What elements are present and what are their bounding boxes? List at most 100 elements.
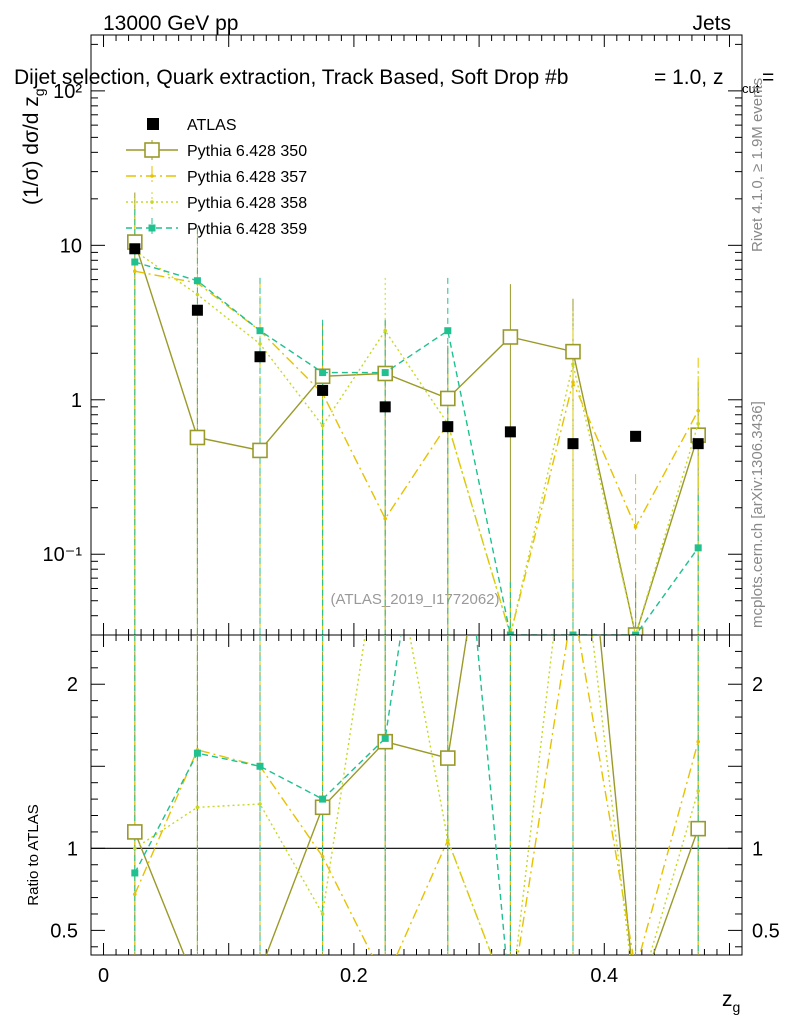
ratio-y-tick-label: 1 [67, 838, 78, 860]
ratio-point-p358 [509, 1002, 513, 1006]
ratio-line-p357 [134, 635, 699, 955]
data-point-p359 [632, 631, 640, 635]
data-point-atlas [254, 351, 266, 363]
data-point-p350 [565, 343, 581, 360]
ratio-point-p359 [131, 869, 139, 877]
data-point-p350 [189, 429, 206, 446]
ratio-point-p358 [445, 838, 450, 842]
data-point-p350 [252, 442, 268, 459]
ratio-line-p359 [134, 635, 507, 955]
legend-label-p359: Pythia 6.428 359 [187, 221, 307, 238]
series-line-p358 [134, 250, 699, 635]
data-point-atlas [567, 438, 579, 450]
ratio-point-p359 [569, 1001, 576, 1008]
data-point-p350 [439, 390, 456, 407]
data-point-atlas [317, 384, 329, 396]
x-tick-label: 0.4 [590, 965, 618, 987]
ratio-point-p350 [439, 750, 456, 766]
data-point-p357 [696, 408, 700, 413]
data-point-p359 [569, 631, 577, 635]
data-point-p357 [633, 525, 638, 529]
data-point-atlas [442, 421, 454, 433]
data-point-p359 [381, 369, 389, 377]
legend-label-p357: Pythia 6.428 357 [187, 169, 307, 186]
ratio-y-tick-label-right: 0.5 [752, 920, 780, 942]
energy-label: 13000 GeV pp [103, 12, 238, 35]
legend-label-p350: Pythia 6.428 350 [187, 143, 307, 160]
data-point-p358 [258, 342, 262, 346]
ratio-point-p357 [509, 1002, 513, 1006]
chart-title-main: Dijet selection, Quark extraction, Track… [14, 66, 568, 89]
ratio-point-p358 [634, 1002, 638, 1006]
ratio-point-p357 [634, 968, 638, 972]
mcplots-reference: mcplots.cern.ch [arXiv:1306.3436] [749, 401, 766, 628]
ratio-y-tick-label: 0.5 [50, 920, 78, 942]
legend-marker-p357 [150, 174, 154, 178]
data-point-p358 [383, 328, 388, 333]
series-line-p359 [134, 261, 699, 635]
data-point-atlas [504, 426, 516, 438]
data-point-p359 [256, 327, 264, 335]
data-point-atlas [692, 438, 704, 450]
category-label: Jets [692, 12, 731, 35]
data-point-atlas [630, 430, 642, 442]
ratio-point-p359 [319, 795, 327, 803]
ratio-point-p350 [629, 997, 643, 1011]
ratio-point-p350 [253, 964, 267, 978]
ratio-point-p359 [256, 762, 264, 770]
rivet-version: Rivet 4.1.0, ≥ 1.9M events [749, 78, 766, 252]
data-point-p359 [193, 277, 201, 285]
ratio-point-p359 [695, 974, 702, 981]
chart-title-tail: = 1.0, z [654, 66, 723, 89]
main-y-tick-label: 1 [71, 390, 82, 412]
ratio-point-p358 [696, 789, 700, 793]
data-point-atlas [129, 243, 141, 255]
ratio-y-axis-title: Ratio to ATLAS [25, 804, 42, 905]
legend-label-p358: Pythia 6.428 358 [187, 195, 307, 212]
ratio-point-p359 [193, 749, 201, 757]
data-point-p358 [320, 423, 325, 428]
ratio-line-p358 [134, 635, 699, 955]
data-point-p359 [319, 369, 327, 377]
ratio-point-p359 [507, 1001, 514, 1008]
ratio-frame [90, 634, 743, 956]
data-point-atlas [379, 401, 391, 413]
data-point-p359 [444, 327, 452, 335]
data-point-p358 [571, 362, 575, 366]
data-point-p359 [131, 258, 139, 266]
legend-marker-p359 [148, 224, 156, 232]
legend: ATLAS Pythia 6.428 350 Pythia 6.428 357 Pyt… [126, 117, 307, 238]
ratio-point-p350 [127, 824, 143, 840]
data-point-p350 [502, 329, 519, 345]
data-point-p359 [694, 544, 702, 552]
ratio-point-p358 [133, 846, 137, 851]
data-point-atlas [191, 304, 203, 316]
main-plot: 10⁻¹ 1 10 10² [43, 34, 743, 955]
chart-title-end: = [762, 66, 774, 89]
main-y-tick-label: 10 [60, 235, 82, 257]
data-point-p359 [506, 631, 514, 635]
ratio-point-p359 [381, 734, 389, 742]
main-y-axis-title: (1/σ) dσ/d zg [20, 88, 47, 205]
main-series [127, 192, 706, 635]
chart-title: Dijet selection, Quark extraction, Track… [14, 66, 568, 89]
series-line-p357 [134, 270, 699, 635]
data-point-p357 [133, 269, 137, 273]
data-point-p358 [195, 292, 200, 297]
x-tick-label: 0.2 [340, 965, 368, 987]
legend-marker-p350 [144, 142, 160, 158]
data-point-p357 [571, 380, 575, 384]
legend-marker-p358 [150, 200, 154, 204]
ratio-y-tick-label-right: 1 [752, 838, 763, 860]
main-y-tick-label: 10⁻¹ [43, 544, 83, 566]
ratio-plot: 0 0.2 0.4 0.5 0.5 1 1 2 2 [50, 634, 780, 1011]
ratio-point-p357 [133, 892, 137, 897]
ratio-point-p359 [632, 1001, 639, 1008]
ratio-y-tick-label: 2 [67, 674, 78, 696]
series-line-p350 [134, 241, 699, 635]
analysis-watermark: (ATLAS_2019_I1772062) [330, 591, 499, 608]
ratio-line-p350 [134, 635, 699, 955]
data-point-p357 [383, 516, 388, 521]
legend-marker-atlas [147, 118, 159, 130]
